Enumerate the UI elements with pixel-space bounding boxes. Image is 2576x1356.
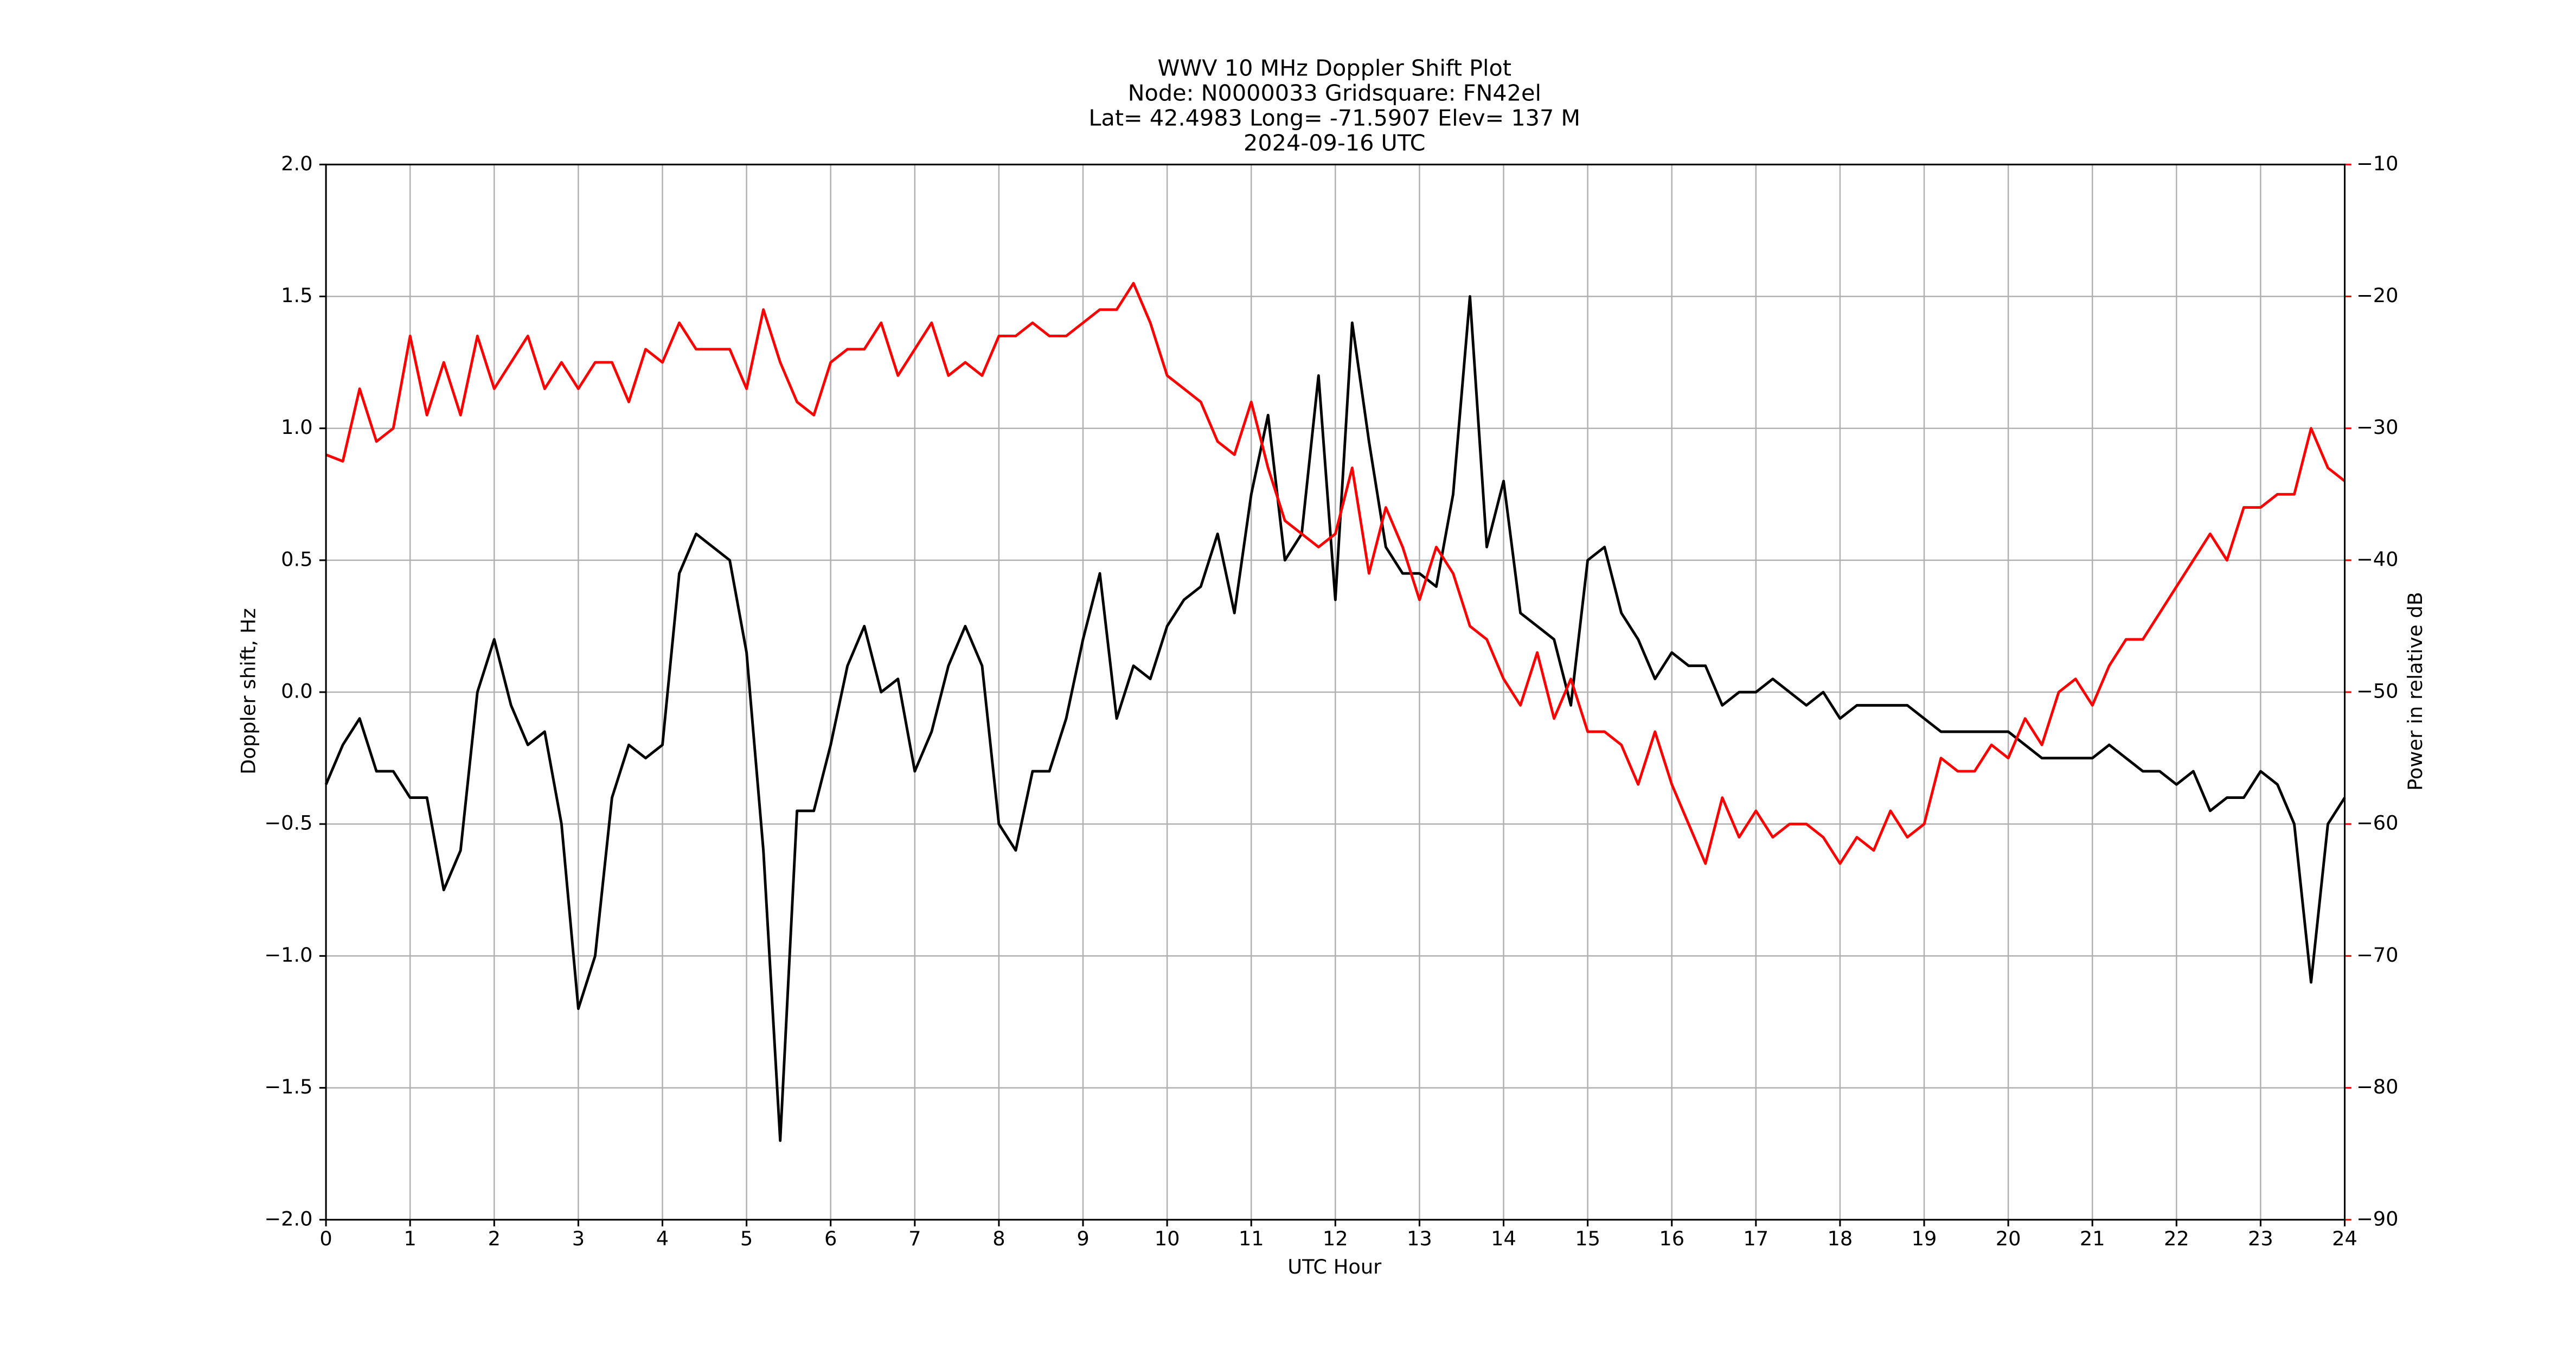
y2-tick-label: −70 [2356,943,2399,967]
chart-title: 2024-09-16 UTC [1244,130,1426,156]
plot-frame [325,163,2346,1221]
y-tick-label: 1.0 [281,415,312,439]
x-tick-label: 14 [1491,1227,1516,1250]
y-tick-label: 1.5 [281,284,312,307]
x-tick-label: 24 [2332,1227,2357,1250]
y2-tick-label: −80 [2356,1075,2399,1098]
y-tick-label: 0.0 [281,680,312,703]
x-tick-label: 12 [1323,1227,1348,1250]
y-tick-label: −0.5 [264,811,312,835]
x-tick-label: 2 [488,1227,501,1250]
x-tick-label: 4 [656,1227,669,1250]
x-tick-label: 11 [1239,1227,1264,1250]
x-tick-label: 1 [404,1227,416,1250]
x-tick-label: 8 [992,1227,1005,1250]
x-tick-label: 23 [2248,1227,2273,1250]
x-tick-label: 21 [2080,1227,2105,1250]
y-tick-label: −1.5 [264,1075,312,1098]
x-tick-label: 6 [824,1227,837,1250]
y-tick-label: 0.5 [281,547,312,571]
x-tick-label: 20 [1996,1227,2021,1250]
x-tick-label: 19 [1912,1227,1937,1250]
y-tick-label: −2.0 [264,1207,312,1230]
chart-title: WWV 10 MHz Doppler Shift Plot [1158,55,1512,81]
x-tick-label: 22 [2164,1227,2189,1250]
x-tick-label: 7 [908,1227,921,1250]
x-tick-label: 16 [1659,1227,1684,1250]
y-tick-label: 2.0 [281,152,312,175]
y2-tick-label: −20 [2356,284,2399,307]
x-tick-label: 13 [1407,1227,1432,1250]
chart-title: Node: N0000033 Gridsquare: FN42el [1128,80,1541,106]
y2-tick-label: −60 [2356,811,2399,835]
chart-title: Lat= 42.4983 Long= -71.5907 Elev= 137 M [1088,105,1580,131]
x-tick-label: 3 [572,1227,585,1250]
x-tick-label: 17 [1743,1227,1768,1250]
y2-tick-label: −10 [2356,152,2399,175]
x-tick-label: 18 [1828,1227,1853,1250]
y-axis-label: Doppler shift, Hz [237,608,260,775]
y2-tick-label: −50 [2356,680,2399,703]
y-tick-label: −1.0 [264,943,312,967]
x-tick-label: 0 [319,1227,332,1250]
data-line [324,295,2346,1142]
x-tick-label: 15 [1575,1227,1600,1250]
y2-tick-label: −90 [2356,1207,2399,1230]
data-line [325,282,2346,865]
x-tick-label: 10 [1155,1227,1180,1250]
y2-tick-label: −30 [2356,415,2399,439]
y2-axis-label: Power in relative dB [2404,592,2427,791]
x-tick-label: 5 [740,1227,753,1250]
y2-tick-label: −40 [2356,547,2399,571]
x-axis-label: UTC Hour [1287,1255,1382,1278]
x-tick-label: 9 [1076,1227,1089,1250]
